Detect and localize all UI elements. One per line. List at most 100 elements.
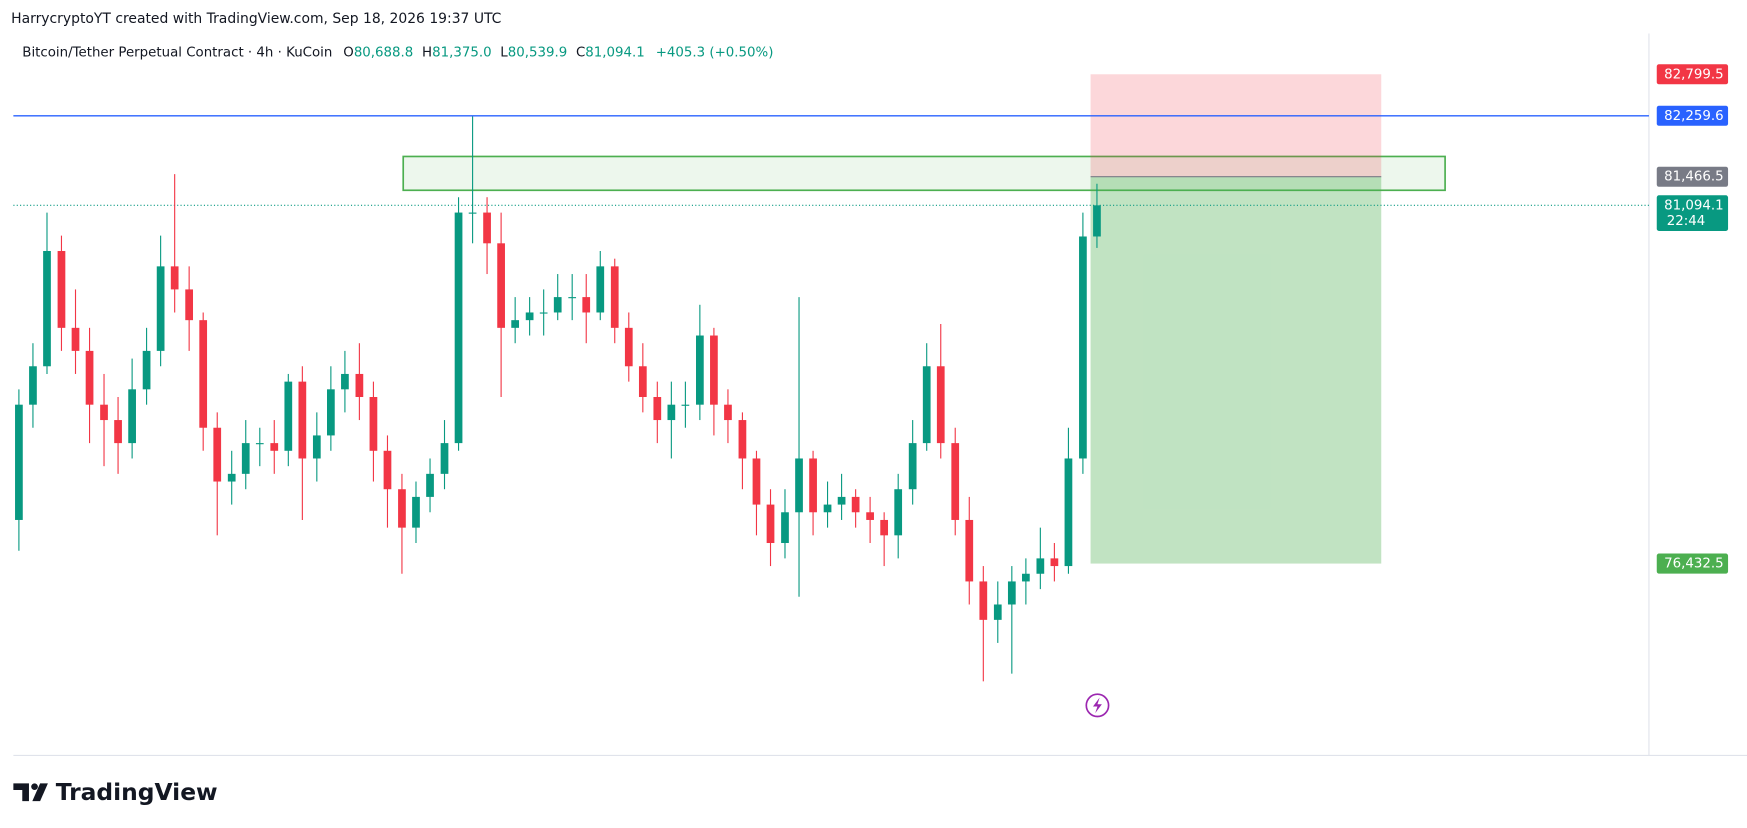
candle-body xyxy=(43,250,51,367)
candle-body xyxy=(284,381,293,451)
candle-body xyxy=(312,435,321,459)
candle-body xyxy=(1079,236,1087,459)
entry-tag xyxy=(1656,166,1729,187)
candle-body xyxy=(255,443,264,445)
legend-value: 81,375.0 xyxy=(432,45,492,60)
candle-body xyxy=(681,404,690,406)
candle-body xyxy=(57,250,66,328)
zone xyxy=(402,155,1446,192)
candle-body xyxy=(483,212,491,244)
candle-body xyxy=(837,496,846,505)
candle-body xyxy=(724,404,732,421)
candle-body xyxy=(426,473,434,497)
candle-body xyxy=(170,266,179,290)
legend-key: O xyxy=(343,45,354,60)
candles-layer xyxy=(15,116,1101,682)
attribution: HarrycryptoYT created with TradingView.c… xyxy=(11,11,501,27)
candle-body xyxy=(1036,558,1045,574)
tags-layer: 82,799.5 82,259.6 81,466.5 81,094.122:44 76,… xyxy=(1656,64,1729,574)
candle-body xyxy=(596,266,605,313)
candle-body xyxy=(227,473,236,482)
candle-body xyxy=(1050,558,1059,567)
last-price-tag xyxy=(1656,195,1729,231)
candle-body xyxy=(398,489,406,528)
candle-body xyxy=(880,519,889,536)
candle-body xyxy=(851,496,860,513)
candle-body xyxy=(85,350,94,405)
candle-body xyxy=(327,389,335,436)
candle-body xyxy=(568,297,577,299)
candle-body xyxy=(781,512,789,544)
brand-name: TradingView xyxy=(56,778,218,806)
candle-body xyxy=(241,443,250,474)
candle-body xyxy=(710,335,718,405)
candle-body xyxy=(213,427,222,482)
entry-tag-label: 81,466.5 xyxy=(1664,170,1724,185)
stop-tag xyxy=(1656,64,1729,85)
last-price-tag-label: 81,094.1 xyxy=(1664,198,1724,213)
lines-layer xyxy=(13,115,1649,206)
legend: Bitcoin/Tether Perpetual Contract · 4h ·… xyxy=(22,45,773,60)
legend-value: 80,539.9 xyxy=(508,45,567,60)
candle-body xyxy=(454,212,463,444)
candle-body xyxy=(752,458,761,505)
hline-tag xyxy=(1656,105,1729,126)
candle-body xyxy=(185,289,194,321)
candle-body xyxy=(823,504,832,513)
candle-body xyxy=(951,443,960,520)
legend-value: 80,688.8 xyxy=(354,45,414,60)
candle-body xyxy=(71,327,80,351)
candle-body xyxy=(369,397,378,451)
candle-body xyxy=(894,489,903,536)
candle-body xyxy=(539,312,548,314)
zones-layer xyxy=(402,74,1446,564)
legend-value: 81,094.1 xyxy=(585,45,645,60)
legend-title: Bitcoin/Tether Perpetual Contract · 4h ·… xyxy=(22,45,332,60)
candle-body xyxy=(638,366,647,398)
candle-body xyxy=(298,381,307,459)
legend-key: L xyxy=(500,45,508,60)
candle-body xyxy=(1007,581,1016,605)
candle-body xyxy=(128,389,136,444)
candle-body xyxy=(667,404,676,421)
candle-body xyxy=(468,212,477,214)
candle-body xyxy=(29,366,37,405)
candle-body xyxy=(525,312,534,321)
candle-body xyxy=(1064,458,1073,567)
target-zone xyxy=(1090,176,1382,564)
candle-body xyxy=(795,458,803,513)
candle-body xyxy=(270,443,279,451)
candle-body xyxy=(766,504,775,544)
candle-body xyxy=(936,366,945,444)
candle-body xyxy=(653,397,662,421)
candle-body xyxy=(440,443,449,474)
candle-body xyxy=(809,458,817,513)
candle-body xyxy=(922,366,931,444)
target-tag-label: 76,432.5 xyxy=(1664,557,1724,572)
legend-key: H xyxy=(422,45,432,60)
stop-tag-label: 82,799.5 xyxy=(1664,67,1724,82)
hline-tag-label: 82,259.6 xyxy=(1664,109,1724,124)
event-icon xyxy=(1085,693,1110,718)
candle-body xyxy=(553,297,562,313)
candle-body xyxy=(114,420,122,444)
brand-logo xyxy=(13,783,48,802)
candle-body xyxy=(738,420,747,459)
candle-body xyxy=(979,581,988,620)
last-price-tag-countdown: 22:44 xyxy=(1667,214,1706,229)
target-tag xyxy=(1656,553,1729,574)
candle-body xyxy=(412,496,420,528)
candle-body xyxy=(100,404,108,421)
candle-body xyxy=(582,297,591,313)
candle-body xyxy=(866,512,874,520)
candle-body xyxy=(142,350,151,390)
candle-body xyxy=(624,327,633,367)
candle-body xyxy=(383,450,392,490)
candle-body xyxy=(610,266,619,328)
candle-body xyxy=(156,266,165,351)
candle-body xyxy=(908,443,917,490)
candle-body xyxy=(993,604,1002,620)
